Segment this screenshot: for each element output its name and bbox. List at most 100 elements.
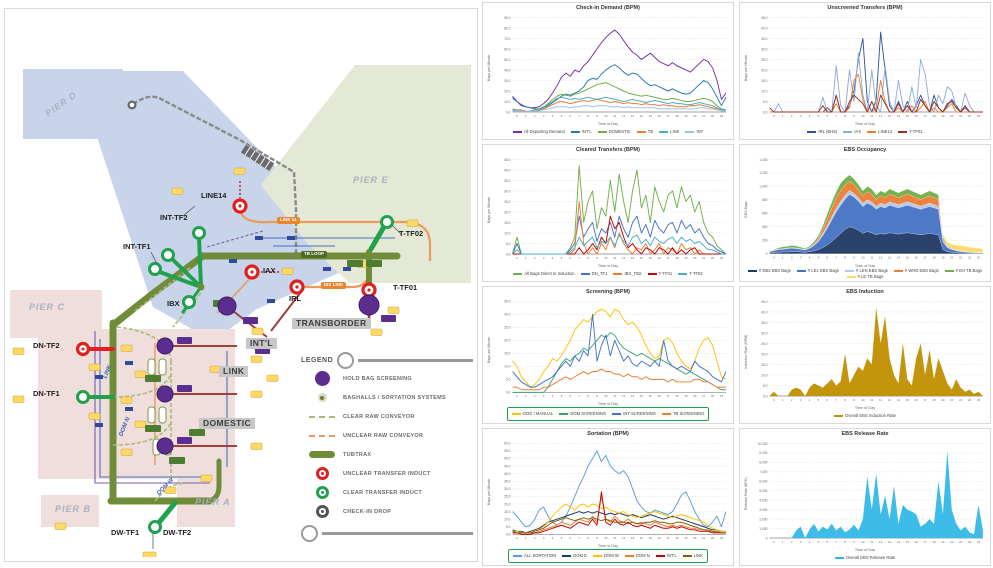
svg-text:15.0: 15.0 <box>504 221 510 225</box>
svg-text:40.0: 40.0 <box>761 310 767 314</box>
svg-text:16: 16 <box>658 394 662 398</box>
svg-text:11: 11 <box>870 255 873 259</box>
y-axis-label: EBS Bags <box>744 201 748 218</box>
svg-text:0: 0 <box>516 256 518 260</box>
svg-text:13: 13 <box>631 256 635 260</box>
svg-text:19: 19 <box>941 398 945 402</box>
svg-text:3: 3 <box>543 394 545 398</box>
checkin-demand-plot: 0.0 10.0 20.0 30.0 40.0 50.0 60.0 70.0 80.0 90.0 0… <box>504 16 727 118</box>
legend-footer-rule <box>322 532 473 535</box>
svg-text:10: 10 <box>861 114 865 118</box>
label-dw-tf2: DW-TF2 <box>163 528 192 537</box>
svg-text:0.0: 0.0 <box>506 110 511 114</box>
svg-text:19: 19 <box>941 540 945 544</box>
svg-text:2: 2 <box>791 114 793 118</box>
tubtrax-swatch-icon <box>309 451 335 458</box>
svg-text:4: 4 <box>552 536 554 540</box>
max-flow-segment <box>241 145 274 171</box>
svg-text:35.0: 35.0 <box>761 37 767 41</box>
svg-text:10: 10 <box>861 398 865 402</box>
svg-text:15: 15 <box>649 536 653 540</box>
svg-text:8: 8 <box>844 114 846 118</box>
svg-text:25.0: 25.0 <box>504 326 511 330</box>
svg-text:9: 9 <box>853 255 855 259</box>
svg-text:20: 20 <box>693 536 697 540</box>
svg-text:35.0: 35.0 <box>504 479 511 483</box>
svg-text:0.0: 0.0 <box>506 391 511 395</box>
svg-text:19: 19 <box>684 114 688 118</box>
svg-text:0: 0 <box>773 540 775 544</box>
svg-text:12: 12 <box>879 114 883 118</box>
svg-text:9: 9 <box>853 540 855 544</box>
svg-text:7: 7 <box>578 536 580 540</box>
svg-text:17: 17 <box>924 398 928 402</box>
chart-title: EBS Occupancy <box>843 147 887 153</box>
svg-text:400: 400 <box>762 225 768 229</box>
svg-text:40.0: 40.0 <box>504 472 511 476</box>
y-axis-label: Bags per Minute <box>487 478 491 505</box>
y-axis-label: Release Rate (BPH) <box>744 477 748 510</box>
x-axis-label: Time of Day <box>597 264 619 268</box>
svg-text:60.0: 60.0 <box>504 442 511 446</box>
svg-text:12: 12 <box>879 540 883 544</box>
svg-text:5.0: 5.0 <box>506 525 511 529</box>
svg-text:22: 22 <box>968 255 972 259</box>
zone-intl: INT'L <box>246 338 277 350</box>
svg-text:4,000: 4,000 <box>759 498 767 502</box>
svg-text:35.0: 35.0 <box>761 321 767 325</box>
svg-text:17: 17 <box>924 540 928 544</box>
svg-text:1,000: 1,000 <box>759 527 767 531</box>
chart-legend-entry: DOMESTIC <box>597 129 631 134</box>
svg-text:19: 19 <box>941 255 945 259</box>
clear-transfer-inducts <box>76 215 394 534</box>
chart-card-ebs-induction: EBS Induction Induction Rate (BPM) 0.0 5.… <box>739 286 991 424</box>
svg-text:1: 1 <box>782 398 784 402</box>
svg-text:11: 11 <box>870 398 873 402</box>
svg-text:16: 16 <box>658 256 662 260</box>
svg-text:40.0: 40.0 <box>504 168 510 172</box>
svg-text:5.0: 5.0 <box>763 384 768 388</box>
svg-text:3: 3 <box>543 256 545 260</box>
hbs-swatch-icon <box>314 371 330 386</box>
chart-title: EBS Release Rate <box>841 431 889 437</box>
chart-legend-entry: INT'L <box>570 129 592 134</box>
svg-text:22: 22 <box>711 114 715 118</box>
chart-title: EBS Induction <box>846 289 884 295</box>
svg-text:10: 10 <box>861 255 865 259</box>
svg-text:18: 18 <box>675 114 679 118</box>
svg-text:10.0: 10.0 <box>504 517 511 521</box>
svg-text:22: 22 <box>711 536 715 540</box>
label-leader-lines <box>150 205 402 549</box>
svg-text:17: 17 <box>667 394 671 398</box>
legend-item-baghall: BAGHALLS / SORTATION SYSTEMS <box>301 388 473 407</box>
svg-text:14: 14 <box>640 536 644 540</box>
chart-legend: All Bags Direct to Induction DN_TF1 IBX_TB… <box>513 269 703 279</box>
tubtrax-lines <box>107 249 401 505</box>
svg-text:20.0: 20.0 <box>504 502 511 506</box>
svg-text:4: 4 <box>552 114 554 118</box>
x-axis-label: Time of Day <box>854 263 876 268</box>
sortation-plot: 0.05.010.015.020.025.030.035.040.045.050… <box>504 442 727 540</box>
baghall-swatch-icon <box>317 393 327 402</box>
chart-card-screening: Screening (BPM) Bags per Minute 0.0 5.0 10… <box>482 286 734 424</box>
y-axis-label: Bags per Minute <box>744 54 748 81</box>
svg-text:1: 1 <box>525 256 527 260</box>
svg-text:45.0: 45.0 <box>504 158 510 162</box>
station-chips-navy <box>95 236 351 427</box>
svg-text:20: 20 <box>693 114 697 118</box>
svg-text:5: 5 <box>561 256 563 260</box>
ebs-induction-plot: 0.0 5.0 10.0 15.0 20.0 25.0 30.0 35.0 40.0 45.0 0 1… <box>761 300 983 402</box>
label-ibx: IBX <box>167 299 180 308</box>
svg-text:12: 12 <box>622 536 626 540</box>
svg-text:12: 12 <box>622 114 626 118</box>
svg-text:30.0: 30.0 <box>504 189 510 193</box>
svg-text:3,000: 3,000 <box>759 508 767 512</box>
svg-text:5,000: 5,000 <box>759 489 767 493</box>
svg-text:5: 5 <box>561 394 563 398</box>
chart-legend-entry: DN_TF1 <box>580 271 607 276</box>
svg-text:19: 19 <box>684 394 688 398</box>
svg-text:12: 12 <box>622 256 626 260</box>
pier-c-label: PIER C <box>29 302 66 312</box>
svg-text:8: 8 <box>844 540 846 544</box>
svg-text:6: 6 <box>570 114 572 118</box>
